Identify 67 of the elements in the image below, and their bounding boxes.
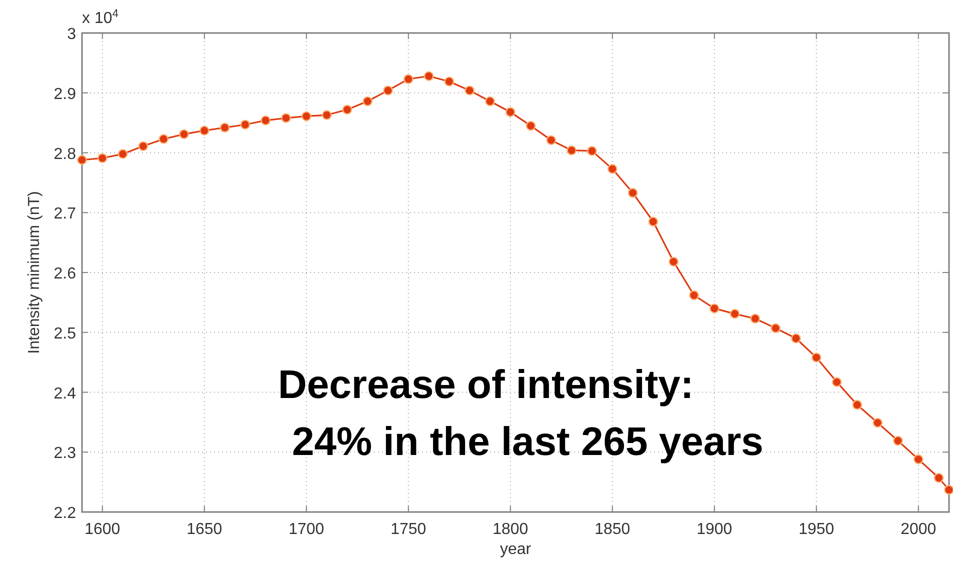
point xyxy=(730,308,740,319)
point xyxy=(485,96,495,106)
x-tick-label: 1650 xyxy=(186,521,222,538)
point xyxy=(240,120,250,130)
y-tick-label: 2.5 xyxy=(54,325,76,342)
text: x 10$^{4}$ xyxy=(82,8,118,27)
y-tick-label: 2.8 xyxy=(54,146,76,163)
point xyxy=(893,436,903,446)
point xyxy=(832,377,842,387)
point xyxy=(302,111,312,122)
point xyxy=(628,188,638,198)
x-axis-title: year xyxy=(500,541,532,558)
y-tick-label: 2.9 xyxy=(54,86,76,103)
point xyxy=(281,113,291,123)
point xyxy=(689,290,699,300)
point xyxy=(158,134,168,144)
point xyxy=(872,418,882,428)
point xyxy=(118,149,128,159)
point xyxy=(179,129,189,140)
x-tick-label: 2000 xyxy=(900,521,936,538)
point xyxy=(220,122,230,133)
point xyxy=(812,352,822,362)
point xyxy=(444,76,454,86)
point xyxy=(648,216,658,227)
y-tick-label: 2.4 xyxy=(54,385,76,402)
point xyxy=(404,74,414,84)
y-tick-label: 3 xyxy=(67,26,76,43)
point xyxy=(944,484,953,495)
y-tick-label: 2.2 xyxy=(54,505,76,522)
point xyxy=(710,304,720,314)
x-tick-label: 1900 xyxy=(696,521,732,538)
point xyxy=(362,96,372,106)
annotation: Decrease of intensity: xyxy=(278,363,694,407)
point xyxy=(852,400,862,410)
point xyxy=(506,107,516,117)
x-tick-label: 1600 xyxy=(84,521,120,538)
point xyxy=(260,116,270,126)
x-tick-label: 1800 xyxy=(492,521,528,538)
point xyxy=(608,164,618,174)
point xyxy=(138,141,148,152)
x-tick-label: 1950 xyxy=(798,521,834,538)
x-tick-label: 1700 xyxy=(288,521,324,538)
point xyxy=(464,86,474,96)
y-tick-label: 2.3 xyxy=(54,445,76,462)
point xyxy=(526,120,536,131)
point xyxy=(587,146,597,156)
y-tick-label: 2.7 xyxy=(54,206,76,223)
y-tick-label: 2.6 xyxy=(54,266,76,282)
point xyxy=(77,155,87,165)
point xyxy=(546,135,556,146)
point xyxy=(791,333,801,344)
x-tick-label: 1850 xyxy=(594,521,630,538)
point xyxy=(424,71,434,82)
y-axis-title: Intensity minimum (nT) xyxy=(26,191,43,354)
point xyxy=(750,314,760,324)
point xyxy=(98,153,108,164)
point xyxy=(342,104,352,115)
point xyxy=(200,126,210,136)
point xyxy=(322,110,332,120)
point xyxy=(934,472,944,483)
point xyxy=(770,323,780,334)
x-tick-label: 1750 xyxy=(390,521,426,538)
point xyxy=(566,145,576,156)
point xyxy=(383,86,393,96)
point xyxy=(668,256,678,267)
point xyxy=(914,454,924,464)
annotation: 24% in the last 265 years xyxy=(292,420,764,464)
